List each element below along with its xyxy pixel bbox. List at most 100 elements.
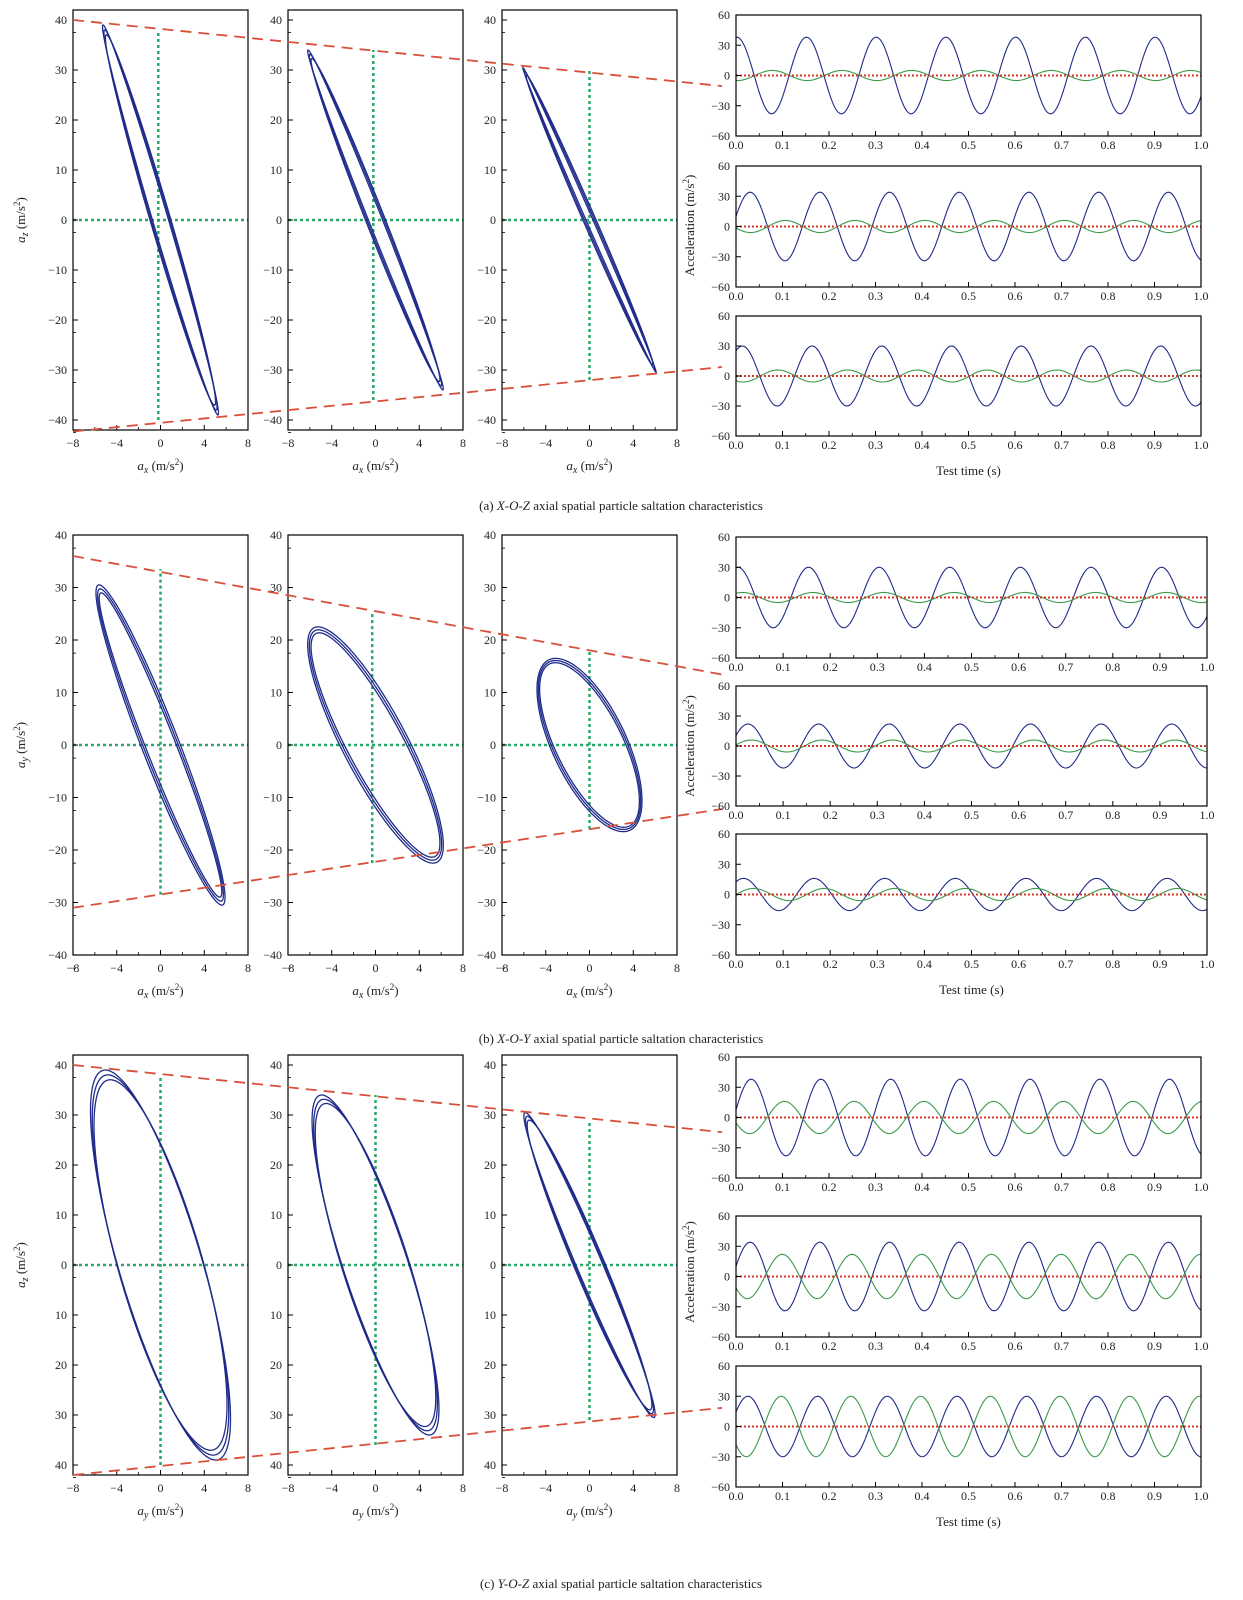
y-tick-label: 10 — [270, 163, 282, 177]
x-tick-label: 0.1 — [776, 808, 791, 822]
x-tick-label: 0.3 — [868, 1180, 883, 1194]
y-tick-label: 20 — [55, 1358, 67, 1372]
x-tick-label: 0.8 — [1105, 660, 1120, 674]
x-tick-label: 0.6 — [1011, 808, 1026, 822]
x-tick-label: −8 — [67, 961, 80, 975]
x-axis-label: ax (m/s2) — [566, 982, 612, 1001]
x-tick-label: 0.1 — [775, 438, 790, 452]
x-tick-label: 0.0 — [729, 138, 744, 152]
y-tick-label: 20 — [484, 1358, 496, 1372]
x-tick-label: 0.6 — [1008, 289, 1023, 303]
x-tick-label: 8 — [674, 436, 680, 450]
y-tick-label: −30 — [711, 1450, 730, 1464]
x-axis-label: Test time (s) — [936, 1514, 1001, 1529]
y-tick-label: −40 — [263, 948, 282, 962]
caption-b: (b) X-O-Y axial spatial particle saltati… — [479, 1031, 763, 1046]
x-tick-label: −8 — [496, 436, 509, 450]
x-tick-label: 4 — [416, 436, 422, 450]
timeseries-subplot-c-1: 60 30 0 −30 −600.0 0.1 0.2 0.3 0.4 0.5 0.6 0.7 0.8 0.… — [711, 1050, 1208, 1194]
x-tick-label: 0.9 — [1147, 138, 1162, 152]
x-tick-label: 0.7 — [1054, 1180, 1069, 1194]
y-tick-label: 20 — [270, 1158, 282, 1172]
y-tick-label: 60 — [718, 159, 730, 173]
y-tick-label: 60 — [718, 679, 730, 693]
y-tick-label: −60 — [711, 129, 730, 143]
x-axis-label: ax (m/s2) — [352, 982, 398, 1001]
y-tick-label: 10 — [270, 1308, 282, 1322]
y-tick-label: 30 — [484, 63, 496, 77]
y-tick-label: −30 — [711, 1300, 730, 1314]
y-tick-label: 40 — [484, 13, 496, 27]
y-tick-label: 10 — [55, 686, 67, 700]
y-tick-label: −60 — [711, 948, 730, 962]
x-axis-label: ay (m/s2) — [352, 1502, 398, 1521]
y-tick-label: 10 — [484, 686, 496, 700]
x-tick-label: 0 — [158, 436, 164, 450]
x-tick-label: 8 — [245, 961, 251, 975]
y-tick-label: 0 — [724, 220, 730, 234]
y-tick-label: −60 — [711, 1480, 730, 1494]
y-tick-label: −30 — [711, 621, 730, 635]
x-tick-label: 0.4 — [915, 1180, 930, 1194]
x-tick-label: 0 — [373, 1481, 379, 1495]
envelope-line — [72, 19, 723, 87]
x-tick-label: 0.2 — [822, 138, 837, 152]
y-axis-label: Acceleration (m/s2) — [681, 1221, 697, 1323]
x-tick-label: 0 — [158, 1481, 164, 1495]
x-tick-label: 1.0 — [1194, 138, 1209, 152]
x-tick-label: 1.0 — [1194, 1489, 1209, 1503]
trajectory-loop — [522, 66, 657, 374]
y-tick-label: −30 — [263, 896, 282, 910]
x-tick-label: 0.9 — [1147, 289, 1162, 303]
x-tick-label: 0 — [373, 436, 379, 450]
x-tick-label: 0.6 — [1008, 1489, 1023, 1503]
y-tick-label: −40 — [263, 413, 282, 427]
x-tick-label: 0.4 — [915, 1339, 930, 1353]
series-green-line — [735, 887, 1208, 902]
x-tick-label: 0.7 — [1058, 957, 1073, 971]
y-tick-label: 30 — [718, 339, 730, 353]
y-tick-label: −30 — [48, 363, 67, 377]
y-tick-label: 30 — [718, 38, 730, 52]
x-tick-label: 0.9 — [1147, 1489, 1162, 1503]
y-tick-label: −60 — [711, 1171, 730, 1185]
x-tick-label: 0.8 — [1101, 289, 1116, 303]
x-tick-label: 0.1 — [775, 1180, 790, 1194]
y-tick-label: −30 — [48, 896, 67, 910]
y-tick-label: 40 — [484, 528, 496, 542]
x-tick-label: 0.7 — [1054, 1489, 1069, 1503]
x-tick-label: −4 — [539, 961, 552, 975]
x-tick-label: 0.4 — [915, 1489, 930, 1503]
x-tick-label: 0.1 — [775, 1339, 790, 1353]
y-tick-label: −60 — [711, 1330, 730, 1344]
x-tick-label: 0.6 — [1008, 1339, 1023, 1353]
y-tick-label: −30 — [263, 363, 282, 377]
x-tick-label: 0 — [373, 961, 379, 975]
x-tick-label: 0 — [587, 1481, 593, 1495]
y-tick-label: −20 — [48, 313, 67, 327]
y-tick-label: 60 — [718, 530, 730, 544]
x-tick-label: −4 — [325, 436, 338, 450]
series-blue-line — [735, 1241, 1202, 1312]
trajectory-loop — [523, 1111, 656, 1419]
x-tick-label: 0.6 — [1008, 438, 1023, 452]
x-tick-label: −8 — [67, 1481, 80, 1495]
y-tick-label: 30 — [270, 581, 282, 595]
trajectory-loop — [101, 24, 220, 416]
y-tick-label: 10 — [270, 686, 282, 700]
y-tick-label: 10 — [484, 1308, 496, 1322]
y-tick-label: 20 — [270, 633, 282, 647]
x-tick-label: 0.8 — [1105, 957, 1120, 971]
y-tick-label: −20 — [263, 843, 282, 857]
x-tick-label: 0.5 — [961, 1180, 976, 1194]
x-tick-label: 0.8 — [1101, 438, 1116, 452]
x-tick-label: 0.2 — [822, 1180, 837, 1194]
x-axis-label: ay (m/s2) — [566, 1502, 612, 1521]
